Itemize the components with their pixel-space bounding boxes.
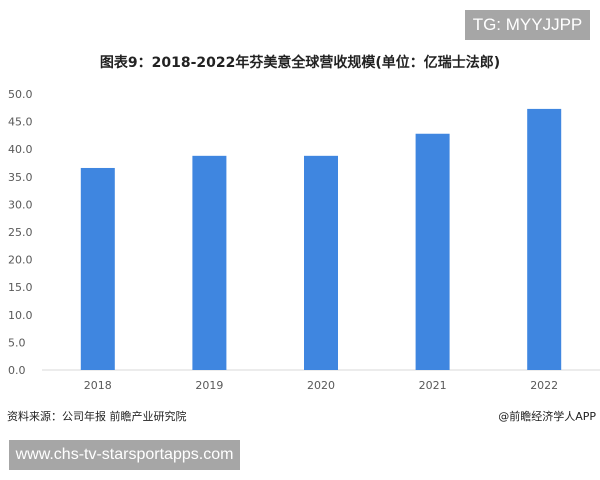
y-tick-label: 15.0	[8, 281, 33, 294]
x-tick-label: 2020	[307, 379, 335, 392]
bar-chart: 0.0 5.0 10.0 15.0 20.0 25.0 30.0 35.0 40.0 45.0 50…	[8, 88, 600, 392]
bar-2021	[415, 133, 450, 370]
credit-note: @前瞻经济学人APP	[498, 410, 596, 423]
bar-2018	[80, 167, 115, 370]
y-tick-label: 20.0	[8, 254, 33, 267]
x-tick-label: 2018	[84, 379, 112, 392]
x-tick-label: 2021	[419, 379, 447, 392]
tag-label: TG: MYYJJPP	[465, 10, 590, 40]
x-tick-label: 2019	[195, 379, 223, 392]
y-tick-label: 40.0	[8, 143, 33, 156]
y-tick-label: 10.0	[8, 309, 33, 322]
url-label: www.chs-tv-starsportapps.com	[9, 440, 240, 470]
bar-2022	[527, 108, 562, 371]
y-tick-label: 45.0	[8, 116, 33, 129]
x-tick-label: 2022	[530, 379, 558, 392]
bar-2020	[304, 155, 338, 370]
y-tick-label: 30.0	[8, 198, 33, 211]
bar-2019	[192, 155, 227, 370]
y-tick-label: 35.0	[8, 171, 33, 184]
y-tick-label: 50.0	[8, 88, 33, 101]
y-tick-label: 0.0	[8, 364, 26, 377]
y-tick-label: 5.0	[8, 336, 26, 349]
source-note: 资料来源：公司年报 前瞻产业研究院	[7, 410, 187, 423]
chart-title: 图表9：2018-2022年芬美意全球营收规模(单位：亿瑞士法郎)	[99, 55, 501, 71]
y-tick-label: 25.0	[8, 226, 33, 239]
